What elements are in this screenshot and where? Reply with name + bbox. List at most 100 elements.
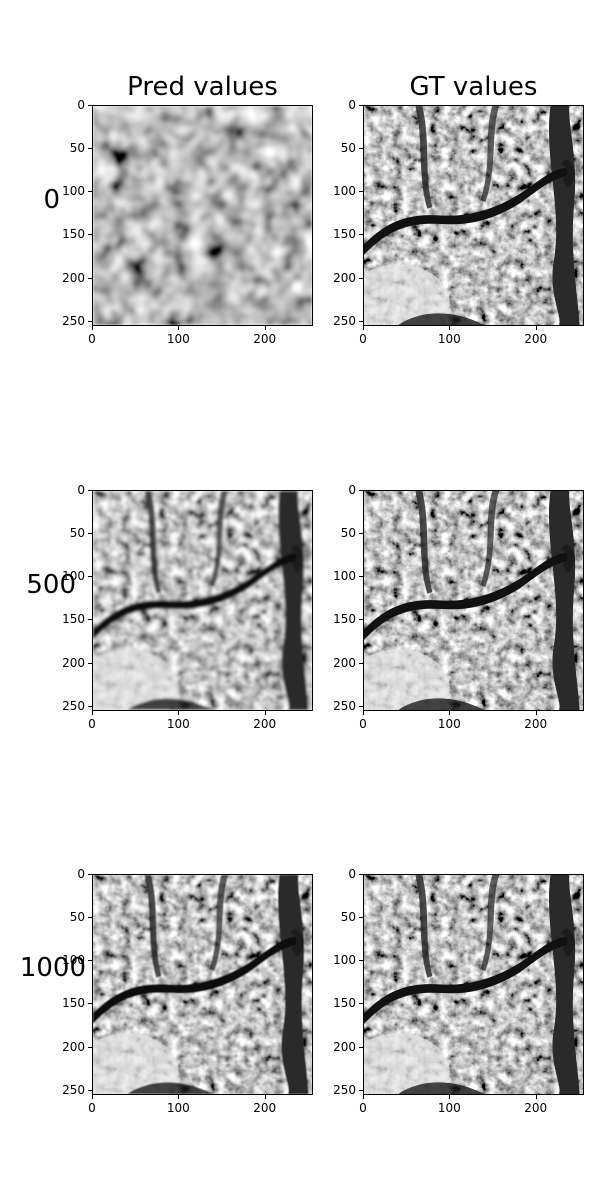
- y-tick-label: 200: [62, 270, 85, 285]
- y-tick-label: 0: [348, 867, 356, 881]
- y-tick-mark: [88, 105, 92, 106]
- y-tick-label: 50: [340, 526, 356, 541]
- image-panel-0-gt: [363, 105, 584, 326]
- y-tick-mark: [88, 320, 92, 322]
- y-tick-label: 50: [69, 910, 85, 925]
- y-tick-mark: [88, 490, 92, 491]
- y-tick-label: 150: [62, 227, 85, 242]
- image-tree-photo: [364, 875, 583, 1094]
- y-tick-label: 0: [348, 483, 356, 497]
- y-tick-label: 100: [62, 953, 85, 968]
- x-tick-mark: [449, 1095, 451, 1099]
- y-tick-mark: [359, 576, 363, 578]
- x-tick-mark: [92, 711, 93, 715]
- x-tick-label: 0: [88, 332, 96, 346]
- x-tick-label: 100: [437, 1101, 461, 1115]
- x-tick-mark: [363, 1095, 364, 1099]
- image-tree-photo: [364, 491, 583, 710]
- image-panel-500-gt: [363, 490, 584, 711]
- x-tick-label: 100: [166, 717, 190, 731]
- y-tick-label: 0: [77, 867, 85, 881]
- y-tick-label: 100: [333, 569, 356, 584]
- y-tick-mark: [359, 234, 363, 236]
- y-tick-label: 50: [340, 910, 356, 925]
- image-panel-1000-pred: [92, 874, 313, 1095]
- y-tick-mark: [359, 705, 363, 707]
- x-tick-mark: [264, 711, 266, 715]
- x-tick-mark: [535, 711, 537, 715]
- y-tick-mark: [88, 960, 92, 962]
- y-tick-mark: [359, 960, 363, 962]
- y-tick-label: 100: [333, 184, 356, 199]
- y-tick-label: 50: [69, 526, 85, 541]
- x-tick-label: 0: [88, 1101, 96, 1115]
- y-tick-label: 50: [340, 141, 356, 156]
- x-tick-mark: [535, 326, 537, 330]
- y-tick-mark: [359, 1003, 363, 1005]
- y-tick-label: 0: [348, 98, 356, 112]
- y-tick-label: 200: [333, 270, 356, 285]
- image-panel-500-pred: [92, 490, 313, 711]
- y-tick-label: 0: [77, 483, 85, 497]
- y-tick-mark: [359, 533, 363, 535]
- x-tick-mark: [264, 1095, 266, 1099]
- x-tick-label: 0: [359, 332, 367, 346]
- y-tick-mark: [359, 917, 363, 919]
- y-tick-mark: [359, 662, 363, 664]
- y-tick-mark: [359, 105, 363, 106]
- y-tick-mark: [88, 874, 92, 875]
- x-tick-label: 100: [437, 717, 461, 731]
- y-tick-label: 50: [69, 141, 85, 156]
- image-blurry-noise: [93, 106, 312, 325]
- y-tick-label: 150: [333, 227, 356, 242]
- y-tick-label: 200: [333, 1039, 356, 1054]
- y-tick-mark: [359, 320, 363, 322]
- x-tick-mark: [92, 326, 93, 330]
- y-tick-mark: [88, 619, 92, 621]
- x-tick-mark: [363, 711, 364, 715]
- y-tick-label: 250: [333, 1082, 356, 1097]
- y-tick-mark: [88, 148, 92, 150]
- y-tick-mark: [88, 705, 92, 707]
- y-tick-label: 200: [62, 1039, 85, 1054]
- x-tick-mark: [264, 326, 266, 330]
- y-tick-mark: [88, 1046, 92, 1048]
- y-tick-mark: [88, 662, 92, 664]
- x-tick-label: 200: [253, 332, 277, 346]
- x-tick-label: 200: [253, 717, 277, 731]
- y-tick-label: 100: [62, 569, 85, 584]
- y-tick-label: 100: [62, 184, 85, 199]
- y-tick-label: 150: [333, 612, 356, 627]
- y-tick-label: 250: [333, 313, 356, 328]
- x-tick-label: 0: [88, 717, 96, 731]
- y-tick-label: 150: [333, 996, 356, 1011]
- x-tick-label: 100: [437, 332, 461, 346]
- x-tick-mark: [535, 1095, 537, 1099]
- x-tick-mark: [178, 711, 180, 715]
- row-label-1000: 1000: [19, 953, 86, 983]
- image-blurry-tree-photo: [93, 491, 312, 710]
- y-tick-mark: [359, 148, 363, 150]
- x-tick-mark: [92, 1095, 93, 1099]
- x-tick-mark: [178, 1095, 180, 1099]
- y-tick-mark: [88, 576, 92, 578]
- y-tick-label: 250: [333, 698, 356, 713]
- row-label-0: 0: [43, 185, 60, 215]
- y-tick-mark: [88, 277, 92, 279]
- y-tick-mark: [359, 874, 363, 875]
- y-tick-mark: [359, 1089, 363, 1091]
- x-tick-mark: [363, 326, 364, 330]
- y-tick-label: 0: [77, 98, 85, 112]
- y-tick-label: 150: [62, 996, 85, 1011]
- y-tick-label: 200: [333, 655, 356, 670]
- y-tick-label: 250: [62, 313, 85, 328]
- y-tick-label: 250: [62, 1082, 85, 1097]
- y-tick-label: 150: [62, 612, 85, 627]
- x-tick-label: 200: [524, 332, 548, 346]
- y-tick-mark: [88, 533, 92, 535]
- x-tick-label: 200: [524, 717, 548, 731]
- x-tick-mark: [449, 711, 451, 715]
- y-tick-mark: [359, 619, 363, 621]
- y-tick-mark: [88, 234, 92, 236]
- image-tree-photo: [364, 106, 583, 325]
